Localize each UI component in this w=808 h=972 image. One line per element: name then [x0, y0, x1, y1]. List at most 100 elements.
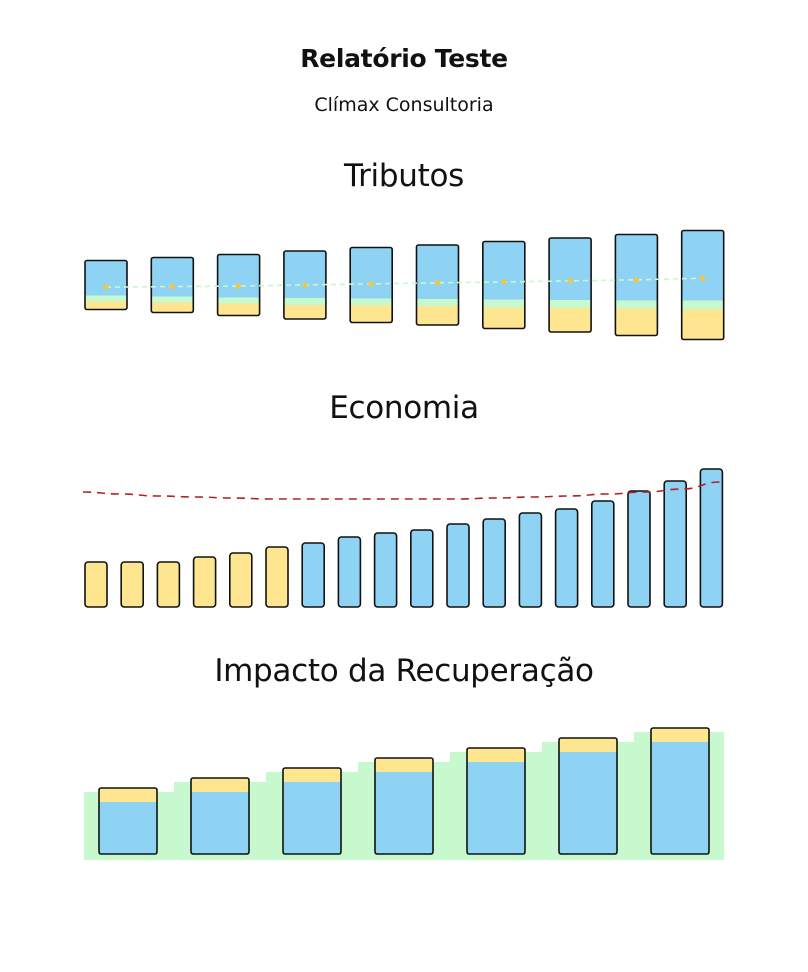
economia-bar: [229, 552, 253, 608]
tributos-chart: [84, 229, 725, 341]
tributos-bar-blue: [615, 234, 658, 301]
tributos-marker: [434, 280, 441, 286]
tributos-bar-blue: [151, 257, 194, 297]
tributos-bar-green: [283, 298, 326, 305]
tributos-bar: [549, 238, 592, 332]
tributos-bar-outline: [548, 237, 592, 333]
economia-bar: [699, 468, 724, 608]
tributos-bar-blue: [482, 241, 525, 300]
tributos-marker: [633, 277, 640, 283]
economia-bar: [627, 490, 651, 608]
tributos-marker: [567, 278, 573, 284]
tributos-bar-yellow: [549, 308, 592, 332]
tributos-bar-blue: [85, 260, 127, 296]
tributos-marker: [103, 284, 109, 290]
tributos-bar-yellow: [283, 305, 326, 319]
economia-bar: [554, 508, 579, 608]
tributos-bar-blue: [549, 238, 592, 300]
tributos-bar-green: [416, 299, 459, 306]
economia-bar: [120, 561, 144, 608]
tributos-bar-blue: [416, 245, 459, 299]
impacto-bar-outline: [558, 737, 618, 855]
impacto-bar-yellow: [191, 778, 249, 792]
tributos-bar-outline: [84, 259, 128, 311]
tributos-bar-outline: [481, 240, 526, 330]
tributos-bar: [482, 241, 525, 329]
tributos-bar-yellow: [615, 308, 658, 336]
report-company: Clímax Consultoria: [314, 94, 494, 116]
economia-bar: [156, 561, 181, 608]
economia-chart: [82, 468, 724, 608]
economia-bar: [192, 556, 217, 608]
chart-title-impacto: Impacto da Recuperação: [214, 653, 594, 689]
tributos-bar-blue: [681, 230, 724, 301]
economia-bar: [337, 536, 362, 608]
tributos-bar-green: [482, 299, 525, 308]
tributos-bar-yellow: [217, 303, 260, 316]
tributos-marker: [302, 282, 308, 288]
tributos-marker: [368, 281, 374, 287]
economia-bar: [301, 542, 326, 608]
tributos-bar-yellow: [151, 302, 194, 313]
tributos-bar: [615, 234, 658, 336]
impacto-bar-blue: [99, 802, 157, 854]
impacto-bar-outline: [190, 777, 250, 855]
impacto-bar-outline: [98, 787, 158, 855]
tributos-trend-line: [105, 277, 703, 288]
chart-title-economia: Economia: [329, 390, 479, 426]
impacto-bar-yellow: [99, 788, 157, 802]
tributos-bar-yellow: [350, 305, 393, 323]
economia-bar: [482, 518, 507, 608]
impacto-bar-outline: [650, 727, 710, 855]
impacto-bar-blue: [283, 782, 341, 854]
tributos-bar: [416, 245, 459, 325]
tributos-bar-green: [217, 297, 260, 304]
tributos-marker: [700, 275, 706, 281]
tributos-bar-green: [549, 300, 592, 308]
impacto-bar-outline: [466, 747, 526, 855]
tributos-bar-green: [615, 300, 658, 309]
tributos-bar-yellow: [416, 306, 459, 325]
tributos-bar-blue: [283, 251, 326, 298]
tributos-marker: [501, 279, 507, 285]
tributos-bar: [350, 247, 393, 323]
tributos-bar: [283, 251, 326, 319]
economia-bar: [84, 561, 108, 608]
impacto-bar-outline: [282, 767, 342, 855]
tributos-bar-outline: [680, 229, 725, 341]
economia-bar: [590, 500, 615, 608]
impacto-chart: [84, 727, 724, 860]
impacto-bar-blue: [559, 752, 617, 854]
tributos-bar-green: [350, 298, 393, 306]
impacto-bar-outline: [374, 757, 434, 855]
impacto-bar-yellow: [467, 748, 525, 762]
tributos-bar-green: [681, 300, 724, 310]
tributos-bar: [681, 230, 724, 340]
tributos-bar: [151, 257, 194, 313]
impacto-bar-yellow: [559, 738, 617, 752]
economia-bar: [518, 512, 543, 608]
tributos-bar-blue: [350, 247, 393, 299]
impacto-bar-blue: [191, 792, 249, 854]
report-title: Relatório Teste: [300, 44, 508, 73]
tributos-bar-blue: [217, 254, 260, 298]
tributos-marker: [236, 283, 242, 289]
impacto-bar-blue: [375, 772, 433, 854]
economia-trend-line: [82, 481, 721, 500]
impacto-bar-blue: [467, 762, 525, 854]
tributos-bar-outline: [415, 244, 460, 326]
tributos-bar: [217, 254, 260, 316]
economia-bar: [409, 529, 434, 608]
economia-bar: [663, 480, 688, 608]
economia-bar: [265, 546, 289, 608]
tributos-bar-yellow: [681, 309, 724, 340]
impacto-bar-yellow: [375, 758, 433, 772]
impacto-bar-blue: [651, 742, 709, 854]
chart-title-tributos: Tributos: [344, 158, 464, 194]
impacto-bar-yellow: [651, 728, 709, 742]
tributos-bar-green: [151, 296, 194, 303]
tributos-bar-yellow: [482, 307, 525, 329]
tributos-bar-outline: [150, 256, 195, 314]
tributos-bar-outline: [614, 233, 659, 337]
economia-bar: [373, 532, 398, 608]
